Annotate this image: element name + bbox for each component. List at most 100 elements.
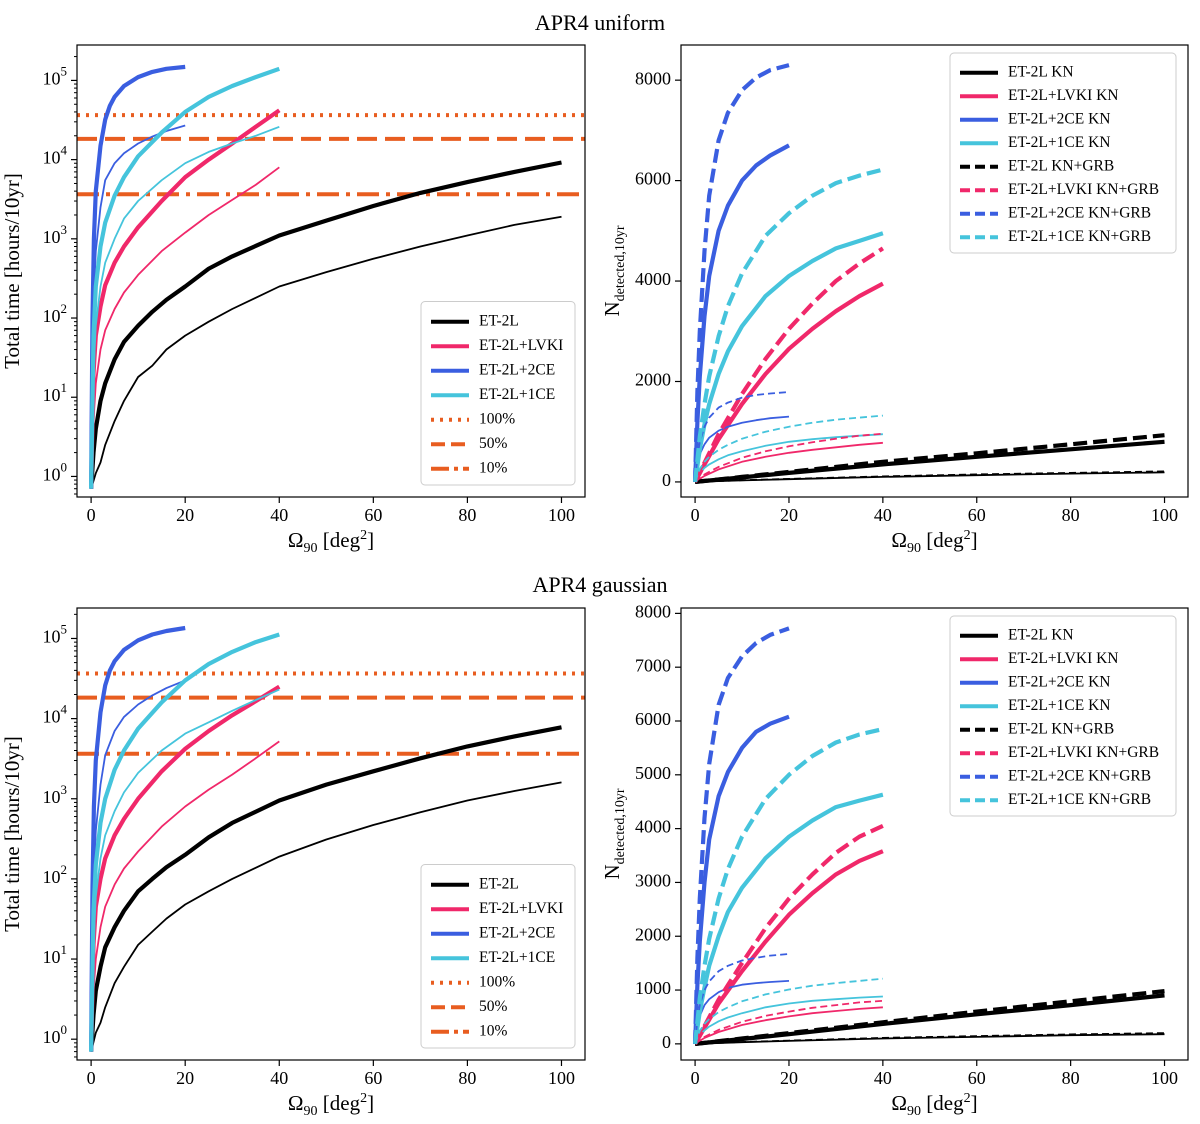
y-tick-label: 8000: [635, 602, 671, 622]
series-et-2l-2ce-thick: [89, 625, 186, 1052]
legend-label-et-2l-1ce-kn-grb: ET-2L+1CE KN+GRB: [1008, 228, 1151, 245]
legend-box: [949, 52, 1177, 254]
x-tick-label: 100: [1151, 505, 1178, 525]
series-et-2l-1ce-kn-thin: [694, 995, 883, 1045]
y-tick-label: 101: [43, 380, 68, 405]
chart-panel-top-left: 0 20 40 60 80 100 100 101 102 103 104 105 Ω90 [deg2]…: [0, 44, 586, 556]
y-axis-label: Total time [hours/10yr]: [0, 736, 24, 932]
y-tick-label: 100: [43, 459, 68, 484]
legend-label-et-2l-kn-grb: ET-2L KN+GRB: [1008, 157, 1114, 174]
y-tick-label: 102: [43, 301, 68, 326]
x-tick-label: 0: [691, 505, 700, 525]
legend-label-et-2l-2ce-kn-grb: ET-2L+2CE KN+GRB: [1008, 204, 1151, 221]
legend: ET-2L ET-2L+LVKI ET-2L+2CE ET-2L+1CE 100% 50%…: [420, 864, 576, 1049]
y-tick-label: 4000: [635, 817, 671, 837]
y-axis-label: Ndetected,10yr: [600, 225, 628, 316]
series-et-2l-lvki-thin: [90, 166, 280, 489]
plot-frame: [680, 607, 1189, 1061]
legend-label-et-2l: ET-2L: [479, 875, 519, 892]
series-et-2l-2ce-kn-thick: [693, 714, 790, 1044]
y-tick-label: 100: [43, 1022, 68, 1047]
chart-panel-bottom-left: 0 20 40 60 80 100 100 101 102 103 104 105 Ω90 [deg2]…: [0, 607, 586, 1119]
legend-label-et-2l-2ce-kn: ET-2L+2CE KN: [1008, 673, 1110, 690]
legend-label-et-2l-1ce: ET-2L+1CE: [479, 949, 555, 966]
x-tick-label: 80: [458, 1068, 476, 1088]
series-et-2l-1ce-kn-grb-thin: [694, 414, 883, 483]
series-et-2l-kn-grb-thick: [694, 989, 1165, 1046]
y-tick-label: 103: [43, 782, 68, 807]
y-tick-label: 6000: [635, 709, 671, 729]
legend-label-et-2l-kn: ET-2L KN: [1008, 63, 1074, 80]
legend-label-et-2l-lvki: ET-2L+LVKI: [479, 900, 563, 917]
x-tick-label: 60: [364, 1068, 382, 1088]
series-et-2l-lvki-thick: [89, 684, 281, 1052]
x-tick-label: 80: [1062, 1068, 1080, 1088]
y-tick-label: 6000: [635, 169, 671, 189]
plot-frame: [76, 44, 586, 498]
legend-label-100: 100%: [479, 410, 515, 427]
legend-label-et-2l-1ce-kn-grb: ET-2L+1CE KN+GRB: [1008, 791, 1151, 808]
x-tick-label: 60: [364, 505, 382, 525]
y-tick-label: 3000: [635, 871, 671, 891]
x-tick-label: 60: [968, 505, 986, 525]
series-et-2l-2ce-kn-grb-thin: [694, 391, 790, 482]
series-et-2l-thick: [89, 725, 562, 1052]
series-et-2l-2ce-kn-grb-thin: [694, 953, 790, 1044]
legend-label-et-2l-2ce: ET-2L+2CE: [479, 924, 555, 941]
legend-label-et-2l: ET-2L: [479, 312, 519, 329]
legend-label-et-2l-lvki-kn: ET-2L+LVKI KN: [1008, 87, 1119, 104]
y-tick-label: 4000: [635, 269, 671, 289]
series-et-2l-1ce-kn-thin: [694, 433, 883, 483]
legend-label-et-2l-2ce-kn: ET-2L+2CE KN: [1008, 110, 1110, 127]
series-et-2l-thin: [90, 781, 562, 1052]
plot-frame: [680, 44, 1189, 498]
series-et-2l-kn-grb-thick: [694, 433, 1165, 484]
series-et-2l-lvki-kn-thin: [694, 441, 883, 483]
series-et-2l-1ce-kn-thick: [693, 792, 884, 1045]
series-et-2l-2ce-kn-grb-thick: [693, 63, 790, 482]
x-tick-label: 60: [968, 1068, 986, 1088]
legend-label-et-2l-kn: ET-2L KN: [1008, 626, 1074, 643]
y-tick-label: 8000: [635, 68, 671, 88]
x-tick-label: 20: [176, 1068, 194, 1088]
series-et-2l-kn-grb-thin: [695, 470, 1165, 483]
y-tick-label: 102: [43, 862, 68, 887]
series-et-2l-1ce-kn-grb-thick: [693, 167, 884, 483]
legend-label-et-2l-1ce: ET-2L+1CE: [479, 386, 555, 403]
y-axis-label: Ndetected,10yr: [600, 788, 628, 879]
y-tick-label: 2000: [635, 370, 671, 390]
series-et-2l-thin: [90, 215, 562, 489]
x-tick-label: 80: [458, 505, 476, 525]
legend-label-et-2l-lvki-kn-grb: ET-2L+LVKI KN+GRB: [1008, 181, 1159, 198]
legend-label-et-2l-lvki: ET-2L+LVKI: [479, 337, 563, 354]
x-tick-label: 100: [1151, 1068, 1178, 1088]
x-tick-label: 100: [548, 1068, 575, 1088]
x-tick-label: 40: [874, 1068, 892, 1088]
legend-label-et-2l-lvki-kn-grb: ET-2L+LVKI KN+GRB: [1008, 744, 1159, 761]
series-et-2l-2ce-thin: [90, 124, 186, 489]
x-tick-label: 0: [87, 505, 96, 525]
plot-frame: [76, 607, 586, 1061]
legend-label-et-2l-2ce-kn-grb: ET-2L+2CE KN+GRB: [1008, 767, 1151, 784]
series-et-2l-thick: [89, 160, 562, 489]
x-tick-label: 40: [270, 505, 288, 525]
figure-title-uniform: APR4 uniform: [535, 10, 665, 35]
x-axis-label: Ω90 [deg2]: [288, 528, 374, 556]
x-tick-label: 20: [780, 1068, 798, 1088]
series-et-2l-2ce-thick: [89, 64, 186, 489]
x-tick-label: 0: [87, 1068, 96, 1088]
y-tick-label: 1000: [635, 978, 671, 998]
series-et-2l-lvki-thin: [90, 740, 280, 1052]
series-et-2l-lvki-kn-thick: [693, 281, 884, 483]
y-tick-label: 0: [662, 1032, 671, 1052]
y-tick-label: 105: [43, 63, 68, 88]
x-tick-label: 0: [691, 1068, 700, 1088]
series-et-2l-lvki-kn-thin: [694, 1006, 883, 1045]
series-et-2l-lvki-kn-grb-thick: [693, 246, 885, 483]
legend-label-10: 10%: [479, 459, 508, 476]
series-et-2l-1ce-thick: [89, 632, 280, 1052]
y-tick-label: 7000: [635, 655, 671, 675]
legend-label-et-2l-1ce-kn: ET-2L+1CE KN: [1008, 697, 1110, 714]
series-et-2l-lvki-kn-grb-thin: [694, 999, 883, 1045]
